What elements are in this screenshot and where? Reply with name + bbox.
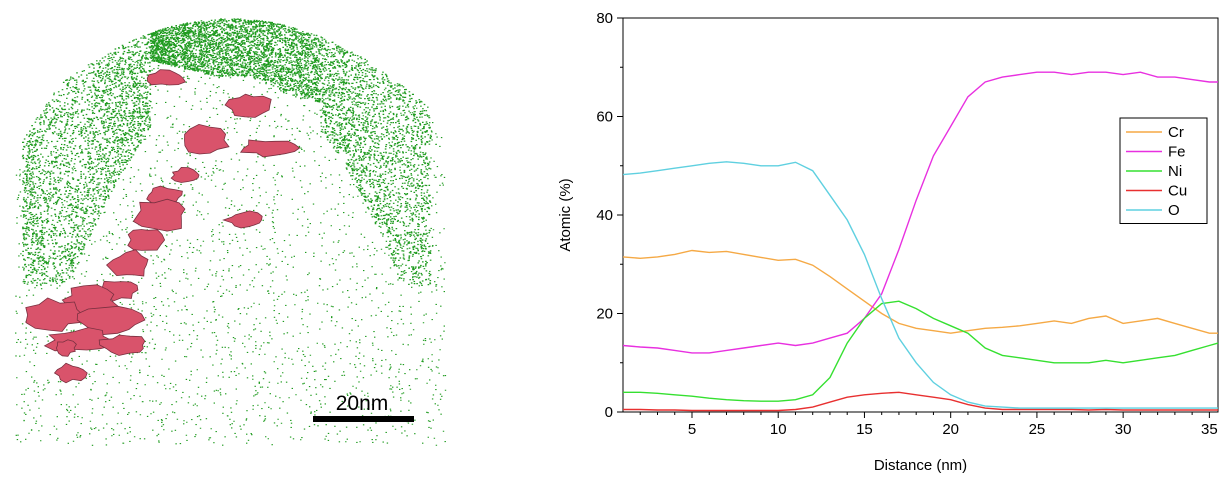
x-tick-label: 20 [942,421,959,438]
scale-bar [313,416,414,422]
precipitate-cluster [127,229,166,251]
precipitate-cluster [25,297,84,332]
precipitate-cluster [132,198,186,232]
matrix-atoms [15,18,447,446]
scale-bar-label: 20nm [336,392,389,415]
atom-map-image: 20nm [15,18,447,446]
y-tick-label: 20 [596,306,613,323]
x-tick-label: 35 [1201,421,1218,438]
legend-label-cu: Cu [1168,183,1187,200]
chart-series [622,71,1219,412]
precipitate-cluster [106,249,149,277]
series-line-ni [623,300,1219,402]
precipitate-cluster [55,339,77,357]
series-line-fe [622,71,1218,354]
chart-axes: 5 10 15 20 25 30 35 0 20 40 60 80 [596,10,1219,438]
y-axis-label: Atomic (%) [557,178,574,251]
precipitate-clusters [25,69,301,384]
y-tick-label: 0 [605,404,613,421]
composition-profile-chart: 5 10 15 20 25 30 35 0 20 40 60 80 Cr Fe Ni Cu O Distanc… [540,0,1231,474]
y-tick-label: 40 [596,207,613,224]
y-tick-label: 80 [596,10,613,27]
precipitate-cluster [224,93,272,118]
legend-label-ni: Ni [1168,163,1182,180]
series-line-o [622,161,1218,409]
y-tick-label: 60 [596,109,613,126]
x-tick-label: 5 [688,421,696,438]
x-tick-label: 15 [856,421,873,438]
line-chart: 5 10 15 20 25 30 35 0 20 40 60 80 Cr Fe Ni Cu O Distanc… [557,10,1219,474]
x-tick-label: 30 [1115,421,1132,438]
series-line-cr [622,249,1218,334]
precipitate-cluster [239,139,301,158]
precipitate-cluster [76,305,146,336]
matrix-atom-dots [15,18,447,446]
atom-probe-reconstruction: 20nm [0,0,460,474]
precipitate-cluster [184,123,230,155]
x-axis-label: Distance (nm) [874,457,967,474]
chart-legend: Cr Fe Ni Cu O [1119,117,1208,224]
series-line-cu [623,391,1218,412]
x-tick-label: 10 [770,421,787,438]
legend-label-fe: Fe [1168,144,1186,161]
legend-label-cr: Cr [1168,124,1184,141]
legend-label-o: O [1168,202,1180,219]
precipitate-cluster [53,362,88,384]
precipitate-cluster [146,69,187,86]
precipitate-cluster [222,210,263,229]
x-tick-label: 25 [1029,421,1046,438]
precipitate-cluster [98,334,146,356]
precipitate-cluster [170,166,200,183]
